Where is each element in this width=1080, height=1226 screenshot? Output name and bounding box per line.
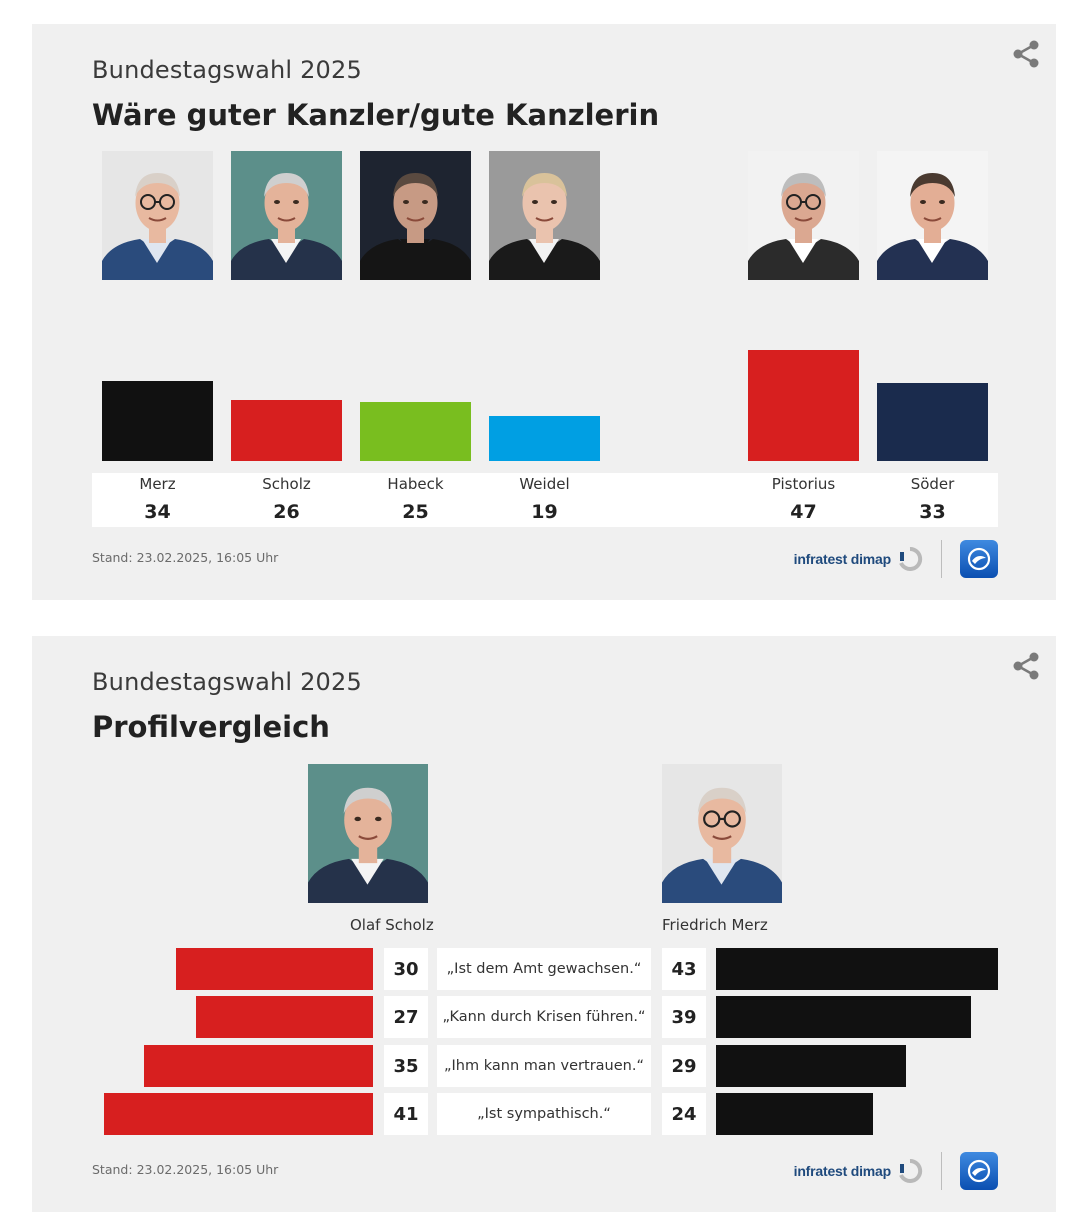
stand-timestamp: Stand: 23.02.2025, 16:05 Uhr	[92, 1162, 279, 1177]
category-label: Söder	[910, 475, 955, 493]
bar-scholz	[176, 948, 373, 990]
bar-habeck	[360, 402, 471, 461]
chart-card-kanzler: Bundestagswahl 2025 Wäre guter Kanzler/g…	[32, 24, 1056, 600]
chart-card-profilvergleich: Bundestagswahl 2025 Profilvergleich Olaf…	[32, 636, 1056, 1212]
bar-pistorius	[748, 350, 859, 461]
share-icon[interactable]	[1010, 38, 1042, 70]
data-label: 47	[790, 501, 817, 523]
brand-footer: infratest dimap	[794, 539, 998, 579]
series-name-right: Friedrich Merz	[662, 916, 768, 934]
portrait-habeck	[360, 151, 471, 280]
category-label: Pistorius	[771, 475, 836, 493]
portrait-scholz	[231, 151, 342, 280]
bar-merz	[716, 1093, 873, 1135]
data-label: 30	[384, 948, 428, 990]
category-label: Weidel	[519, 475, 570, 493]
stand-timestamp: Stand: 23.02.2025, 16:05 Uhr	[92, 550, 279, 565]
data-label: 39	[662, 996, 706, 1038]
brand-divider	[941, 540, 942, 578]
statement-label: „Kann durch Krisen führen.“	[437, 996, 651, 1038]
data-label: 41	[384, 1093, 428, 1135]
tagesschau-logo-icon	[960, 540, 998, 578]
bar-scholz	[196, 996, 373, 1038]
category-label: Merz	[139, 475, 176, 493]
chart-supertitle: Bundestagswahl 2025	[92, 56, 362, 84]
portrait-merz	[102, 151, 213, 280]
bar-scholz	[104, 1093, 373, 1135]
chart-title: Wäre guter Kanzler/gute Kanzlerin	[92, 98, 660, 132]
portrait-friedrich-merz	[662, 764, 782, 903]
category-label: Habeck	[387, 475, 444, 493]
bar-scholz	[144, 1045, 373, 1087]
data-label: 29	[662, 1045, 706, 1087]
brand-divider	[941, 1152, 942, 1190]
bar-merz	[716, 1045, 906, 1087]
series-name-left: Olaf Scholz	[350, 916, 434, 934]
statement-label: „Ist sympathisch.“	[437, 1093, 651, 1135]
data-label: 25	[402, 501, 429, 523]
infratest-dimap-logo: infratest dimap	[793, 551, 892, 567]
data-label: 27	[384, 996, 428, 1038]
infratest-dimap-mark-icon	[899, 546, 923, 571]
chart-title: Profilvergleich	[92, 710, 330, 744]
infratest-dimap-mark-icon	[899, 1158, 923, 1183]
portrait-soeder	[877, 151, 988, 280]
bar-scholz	[231, 400, 342, 461]
data-label: 34	[144, 501, 171, 523]
tagesschau-logo-icon	[960, 1152, 998, 1190]
share-icon[interactable]	[1010, 650, 1042, 682]
bar-merz	[102, 381, 213, 461]
data-label: 26	[273, 501, 300, 523]
bar-merz	[716, 948, 998, 990]
portrait-weidel	[489, 151, 600, 280]
data-label: 33	[919, 501, 946, 523]
data-label: 24	[662, 1093, 706, 1135]
statement-label: „Ihm kann man vertrauen.“	[437, 1045, 651, 1087]
brand-footer: infratest dimap	[794, 1151, 998, 1191]
portrait-olaf-scholz	[308, 764, 428, 903]
data-label: 43	[662, 948, 706, 990]
infratest-dimap-logo: infratest dimap	[793, 1163, 892, 1179]
data-label: 35	[384, 1045, 428, 1087]
candidate-label-strip	[92, 473, 998, 527]
bar-soeder	[877, 383, 988, 461]
portrait-pistorius	[748, 151, 859, 280]
chart-supertitle: Bundestagswahl 2025	[92, 668, 362, 696]
statement-label: „Ist dem Amt gewachsen.“	[437, 948, 651, 990]
bar-weidel	[489, 416, 600, 461]
data-label: 19	[531, 501, 558, 523]
bar-merz	[716, 996, 971, 1038]
category-label: Scholz	[262, 475, 311, 493]
